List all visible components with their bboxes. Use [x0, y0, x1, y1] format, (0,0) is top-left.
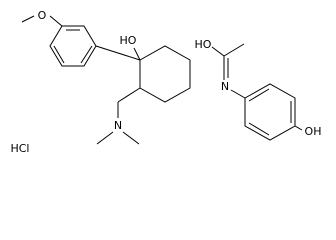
atom-label: O [38, 9, 47, 22]
salt-label: HCl [10, 142, 29, 155]
ring [139, 45, 191, 103]
ring [49, 25, 97, 67]
ring [244, 83, 296, 141]
atom-label: N [114, 119, 122, 132]
bond [248, 88, 270, 102]
bond [133, 47, 141, 61]
bond [53, 45, 65, 64]
bond [294, 125, 303, 131]
bond [230, 89, 246, 99]
atom-label: HO [195, 38, 212, 51]
bond [117, 87, 141, 103]
bond [223, 43, 245, 57]
atom-label: HO [120, 34, 137, 47]
atom-label: N [221, 80, 229, 93]
bond [248, 122, 270, 136]
bond [96, 131, 114, 145]
bond [80, 45, 93, 64]
bond [21, 15, 35, 23]
structure-diagram: O HO N HO N OH HCl [10, 9, 322, 155]
bond [95, 45, 141, 61]
tramadol-bonds [21, 15, 191, 145]
atom-label: OH [305, 125, 322, 138]
bond [122, 131, 140, 145]
bond [211, 46, 225, 57]
bond [49, 15, 63, 27]
paracetamol-bonds [211, 43, 303, 141]
